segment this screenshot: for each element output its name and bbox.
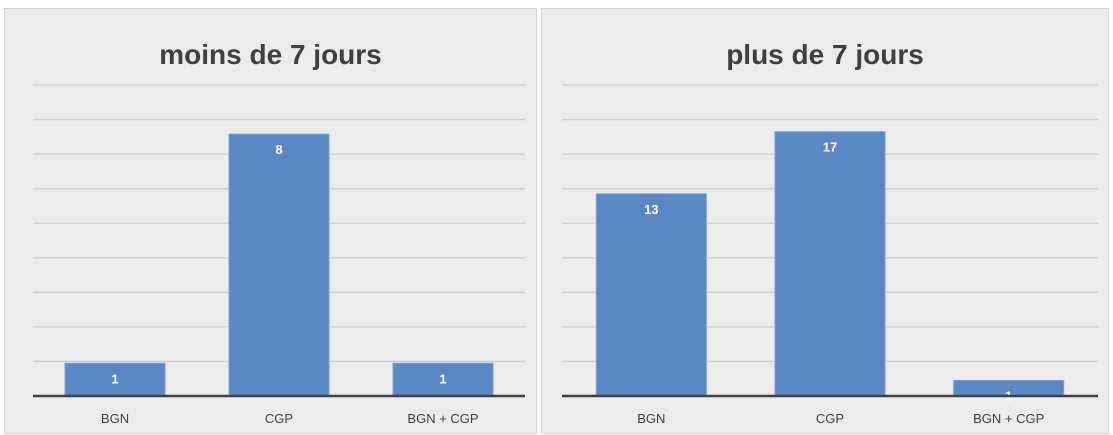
data-label: 8 xyxy=(275,142,282,157)
data-label: 17 xyxy=(823,140,837,155)
chart-title: plus de 7 jours xyxy=(726,39,924,70)
x-tick-label: CGP xyxy=(265,411,293,426)
data-label: 1 xyxy=(439,371,446,386)
bar-chart-plot: 13BGN17CGP1BGN + CGP xyxy=(562,84,1098,426)
bar-bgn xyxy=(64,362,166,397)
bar-bgn xyxy=(595,193,707,397)
bar-chart-plot: 1 BGN 8 CGP 1 BGN + CGP xyxy=(33,84,525,426)
bar-bgn-cgp xyxy=(392,362,494,397)
x-tick-label: BGN xyxy=(101,411,129,426)
chart-panel-moins-de-7-jours: moins de 7 jours 1 BGN 8 CGP 1 BGN + CGP xyxy=(4,8,537,434)
x-tick-label: BGN xyxy=(637,411,665,426)
data-label: 1 xyxy=(111,371,118,386)
bar-cgp xyxy=(228,133,330,397)
bar-cgp xyxy=(774,131,886,397)
x-tick-label: CGP xyxy=(816,411,844,426)
data-label: 13 xyxy=(644,202,658,217)
chart-title: moins de 7 jours xyxy=(159,39,382,70)
x-tick-label: BGN + CGP xyxy=(973,411,1044,426)
chart-panel-plus-de-7-jours: plus de 7 jours 13BGN17CGP1BGN + CGP xyxy=(541,8,1109,434)
x-tick-label: BGN + CGP xyxy=(407,411,478,426)
